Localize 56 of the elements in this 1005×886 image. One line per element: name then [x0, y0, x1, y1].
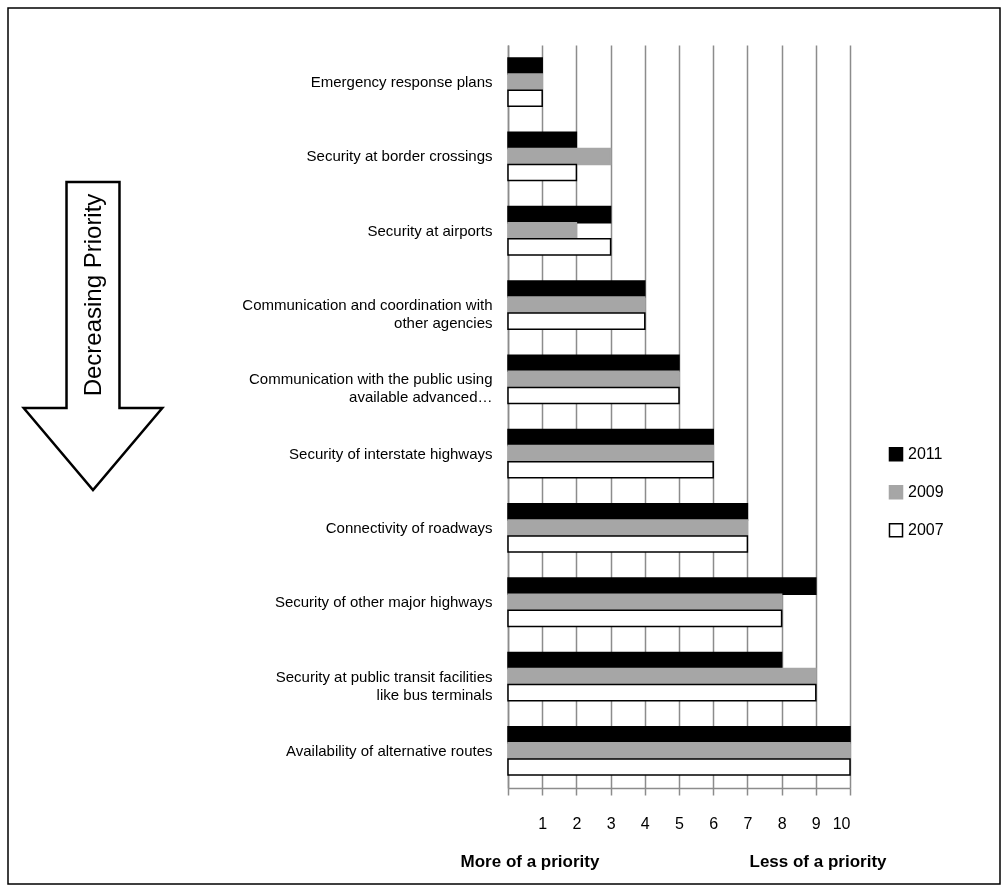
bar — [507, 312, 646, 330]
bar — [507, 651, 783, 670]
bar — [507, 73, 543, 91]
bar — [507, 386, 680, 405]
text: Less of a priority — [749, 852, 888, 871]
bar — [507, 609, 783, 628]
bar — [507, 667, 817, 686]
y-tick-label: Security of interstate highways — [289, 444, 493, 462]
bar — [507, 535, 749, 553]
y-tick-label: Availability of alternative routes — [286, 741, 493, 759]
bar — [507, 57, 543, 75]
bar — [507, 444, 714, 463]
bar — [507, 147, 612, 166]
y-tick-label: Emergency response plans — [310, 73, 493, 91]
x-tick-label: 7 — [743, 814, 753, 832]
bar — [507, 593, 783, 612]
bar — [507, 280, 646, 298]
bar — [507, 163, 578, 182]
x-tick-label: 5 — [675, 814, 685, 832]
x-tick-label: 10 — [832, 814, 851, 832]
bar — [507, 131, 578, 150]
text: More of a priority — [460, 852, 600, 871]
legend-label: 2009 — [908, 483, 944, 501]
bar — [507, 296, 646, 314]
x-tick-label: 2 — [572, 814, 582, 832]
x-tick-label: 3 — [606, 814, 616, 832]
bar — [507, 503, 749, 521]
x-tick-label: 6 — [709, 814, 719, 832]
bar — [507, 758, 851, 776]
y-tick-label: Communication and coordination with other agencies — [242, 296, 493, 332]
bar — [507, 89, 543, 108]
bar — [507, 354, 680, 373]
x-tick-label: 8 — [777, 814, 787, 832]
legend-label: 2011 — [908, 445, 943, 463]
bar — [507, 221, 578, 240]
y-tick-label: Security at border crossings — [306, 147, 493, 165]
bar — [507, 519, 749, 537]
x-tick-label: 4 — [640, 814, 650, 832]
y-tick-label: Connectivity of roadways — [325, 518, 493, 536]
text: Decreasing Priority — [79, 193, 106, 397]
y-tick-label: Security at public transit facilities like bus terminals — [275, 667, 493, 703]
bar — [507, 460, 714, 479]
legend-label: 2007 — [908, 521, 944, 539]
y-tick-label: Security of other major highways — [274, 593, 493, 611]
bar — [507, 683, 817, 702]
bar — [507, 577, 817, 595]
bar — [507, 238, 612, 256]
bar — [507, 428, 714, 447]
bar — [507, 742, 851, 760]
x-tick-label: 1 — [538, 814, 548, 832]
bar — [507, 370, 680, 389]
y-tick-label: Security at airports — [367, 221, 493, 239]
y-tick-label: Communication with the public using available advanced… — [249, 370, 493, 406]
x-tick-label: 9 — [811, 814, 821, 832]
bar — [507, 205, 612, 224]
bar — [507, 725, 851, 744]
